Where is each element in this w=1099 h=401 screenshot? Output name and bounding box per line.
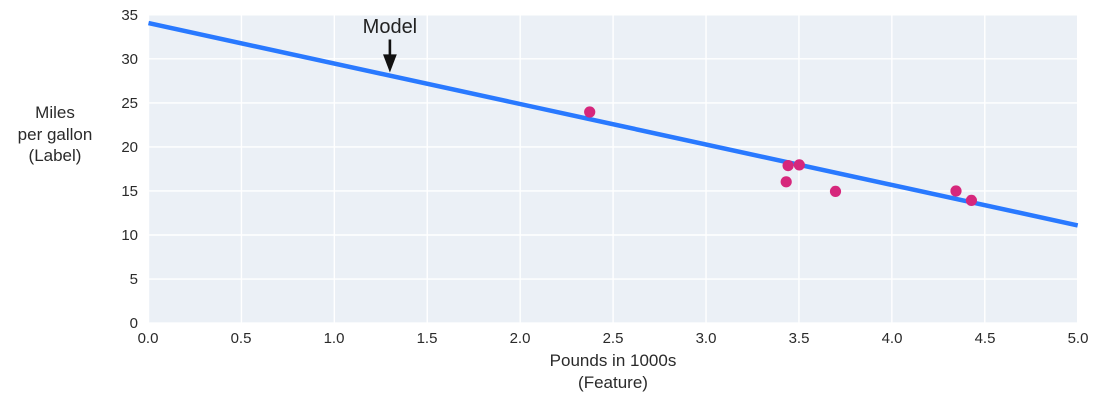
svg-text:Model: Model (363, 16, 417, 38)
